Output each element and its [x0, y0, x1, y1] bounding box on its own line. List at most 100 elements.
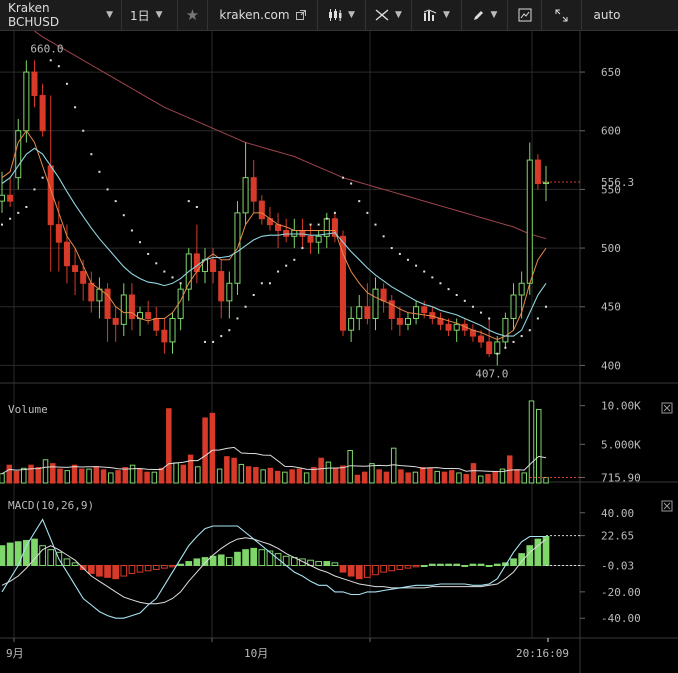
volume-bar	[35, 467, 42, 484]
candle-body	[542, 181, 550, 185]
sar-dot	[309, 223, 312, 226]
volume-bar	[354, 474, 361, 484]
macd-histogram-bar	[120, 565, 128, 577]
macd-histogram-bar	[428, 563, 436, 567]
macd-tick-label: -40.00	[601, 612, 641, 625]
candle-body	[31, 71, 38, 97]
volume-bar	[108, 472, 114, 484]
sar-dot	[130, 229, 133, 232]
macd-histogram-bar	[364, 565, 371, 578]
macd-histogram-bar	[96, 565, 103, 577]
close-icon	[661, 500, 673, 512]
candle-body	[145, 312, 152, 319]
sar-dot	[1, 223, 3, 226]
site-link[interactable]: kraken.com	[208, 0, 318, 31]
sar-dot	[74, 106, 77, 109]
macd-tick-label: -20.00	[601, 586, 641, 599]
chevron-down-icon: ▼	[106, 10, 113, 20]
sar-dot	[431, 276, 434, 279]
external-link-icon	[295, 10, 306, 20]
macd-histogram-bar	[453, 563, 461, 567]
volume-bar	[311, 467, 317, 484]
snapshot-icon	[518, 8, 531, 22]
macd-histogram-bar	[266, 550, 274, 566]
volume-bar	[6, 464, 13, 484]
volume-bar	[202, 417, 208, 484]
volume-bar	[245, 466, 252, 484]
candle-body	[453, 323, 460, 331]
macd-histogram-bar	[510, 558, 517, 567]
volume-bar	[151, 471, 158, 484]
candle-body	[153, 317, 160, 331]
close-icon	[663, 502, 671, 510]
ma-long-line	[33, 31, 547, 240]
volume-bar	[64, 470, 71, 484]
interval-selector[interactable]: 1日 ▼	[122, 0, 178, 31]
sar-dot	[504, 346, 507, 349]
volume-bar	[216, 468, 223, 484]
macd-histogram-bar	[331, 562, 339, 567]
volume-bar	[499, 468, 506, 484]
price-tick-label: 550	[601, 183, 621, 196]
sar-dot	[423, 270, 426, 273]
sar-dot	[25, 206, 28, 208]
ma-fast-line	[1, 129, 547, 341]
fullscreen-button[interactable]	[542, 0, 582, 31]
candle-body	[7, 194, 14, 202]
candle-body	[372, 288, 379, 319]
volume-bar	[253, 467, 259, 484]
macd-histogram-bar	[87, 565, 95, 574]
sar-dot	[98, 170, 101, 173]
sar-dot	[415, 264, 418, 267]
candle-body	[258, 200, 265, 220]
macd-line	[1, 518, 546, 619]
volume-ma-line	[1, 446, 547, 475]
macd-histogram-bar	[242, 549, 249, 567]
sar-dot	[220, 335, 223, 338]
drawing-button[interactable]: ▼	[462, 0, 508, 31]
candle-body	[510, 294, 517, 319]
crosshair-button[interactable]: ▼	[366, 0, 412, 31]
candle-body	[421, 306, 428, 314]
sar-dot	[366, 211, 369, 214]
candle-body	[128, 294, 135, 319]
chart-area[interactable]: 660.0 407.0 Volume MACD(10,26,9) 400 450 50…	[0, 31, 678, 673]
sar-dot	[179, 282, 182, 285]
time-axis-label: 20:16:09	[516, 647, 569, 660]
sar-dot	[90, 153, 93, 156]
macd-histogram-bar	[461, 565, 469, 567]
volume-bar	[50, 463, 56, 484]
favorite-button[interactable]: ★	[178, 0, 208, 31]
sar-dot	[480, 311, 483, 314]
volume-bar	[274, 470, 281, 484]
volume-bar	[137, 468, 143, 484]
volume-bar	[492, 470, 498, 484]
candle-body	[356, 306, 363, 319]
volume-bar	[28, 464, 34, 484]
price-tick-label: 600	[601, 125, 621, 138]
sar-dot	[171, 276, 174, 279]
volume-bar	[289, 469, 295, 484]
macd-histogram-bar	[201, 557, 209, 566]
snapshot-button[interactable]	[508, 0, 542, 31]
symbol-selector[interactable]: Kraken BCHUSD ▼	[0, 0, 122, 31]
candle-body	[226, 282, 233, 302]
chevron-down-icon: ▼	[395, 10, 402, 20]
macd-histogram-bar	[136, 565, 144, 573]
scale-mode-button[interactable]: auto	[582, 0, 632, 31]
indicators-button[interactable]: ▼	[412, 0, 462, 31]
volume-bar	[470, 463, 477, 484]
volume-bar	[419, 467, 426, 484]
macd-histogram-bar	[485, 565, 493, 567]
volume-bar	[332, 467, 339, 484]
macd-histogram-bar	[226, 557, 233, 566]
chart-type-button[interactable]: ▼	[318, 0, 366, 31]
candle-body	[307, 235, 314, 243]
volume-bar	[427, 467, 433, 484]
price-tick-label: 400	[601, 359, 621, 372]
macd-histogram-bar	[420, 565, 428, 567]
star-icon: ★	[185, 6, 200, 24]
macd-histogram-bar	[161, 565, 168, 569]
macd-histogram-bar	[493, 563, 501, 567]
sar-dot	[139, 241, 142, 244]
